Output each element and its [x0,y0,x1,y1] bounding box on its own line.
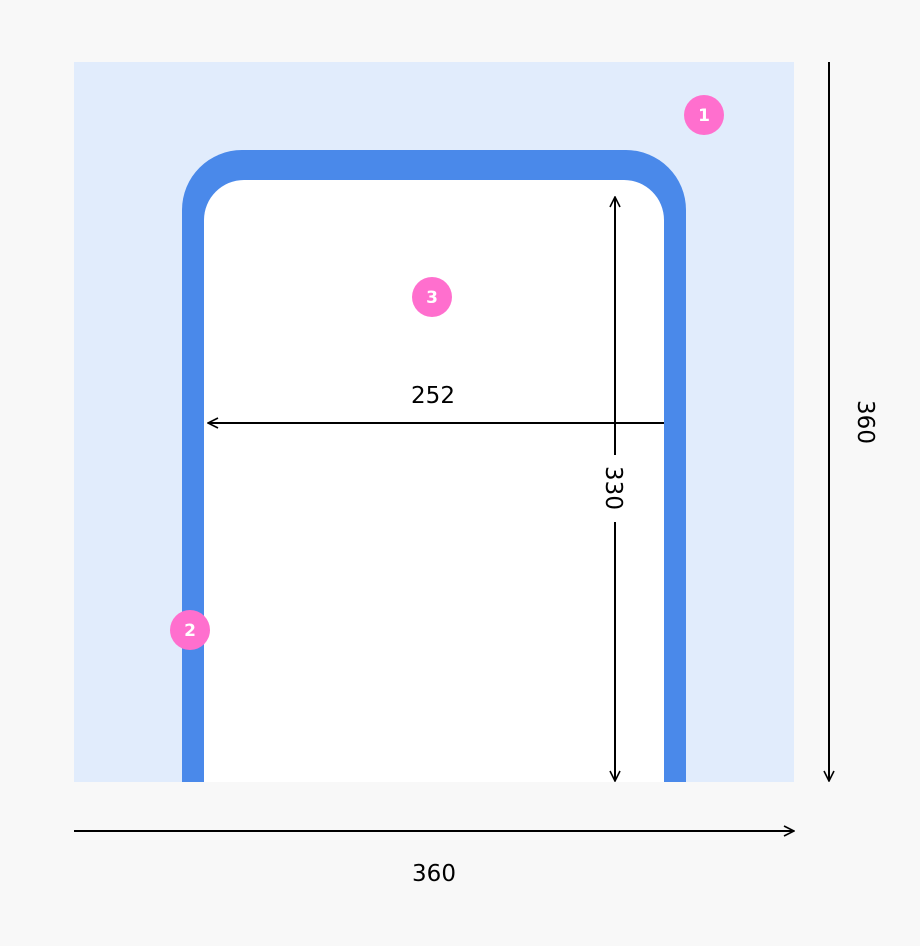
outer-height-label: 360 [852,400,878,444]
badge-3: 3 [412,277,452,317]
svg-text:2: 2 [184,621,196,641]
badge-2: 2 [170,610,210,650]
badge-1: 1 [684,95,724,135]
svg-text:1: 1 [698,106,710,126]
inner-width-label: 252 [411,383,455,409]
content-area [204,180,664,782]
inner-height-label: 330 [600,466,626,510]
svg-text:3: 3 [426,288,438,308]
outer-width-label: 360 [412,861,456,887]
